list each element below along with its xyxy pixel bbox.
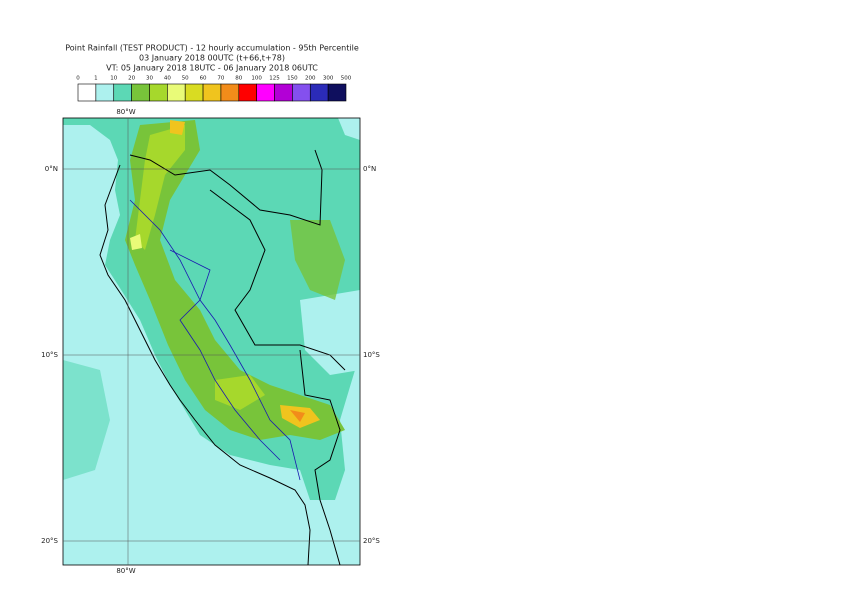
- legend: 0 1 10 20 30 40 50 60 70 80 100 125 150 200 300 500: [76, 76, 352, 102]
- lat-label: 0°N: [45, 165, 58, 173]
- legend-label: 10: [110, 76, 117, 82]
- legend-swatch: [167, 83, 186, 102]
- title-line: Point Rainfall (TEST PRODUCT) - 12 hourl…: [65, 44, 359, 53]
- legend-swatch: [95, 83, 115, 102]
- lat-label: 10°S: [363, 351, 380, 359]
- legend-swatch: [309, 83, 329, 102]
- lon-label: 80°W: [116, 567, 135, 575]
- map-frame: [62, 117, 361, 566]
- legend-label: 100: [251, 76, 262, 82]
- legend-label: 300: [323, 76, 334, 82]
- legend-swatch: [220, 83, 240, 102]
- legend-swatch: [202, 83, 222, 102]
- legend-label: 20: [128, 76, 135, 82]
- legend-swatch: [184, 83, 204, 102]
- legend-swatch: [113, 83, 132, 102]
- legend-label: 60: [200, 76, 207, 82]
- lat-label: 20°S: [41, 537, 58, 545]
- legend-swatch: [77, 83, 97, 102]
- legend-swatch: [274, 83, 293, 102]
- legend-swatch: [238, 83, 257, 102]
- legend-swatch: [131, 83, 150, 102]
- legend-label: 0: [76, 76, 80, 82]
- lat-label: 10°S: [41, 351, 58, 359]
- legend-label: 125: [269, 76, 280, 82]
- lat-label: 0°N: [363, 165, 376, 173]
- legend-swatch: [149, 83, 168, 102]
- lon-label: 80°W: [116, 108, 135, 116]
- legend-label: 50: [182, 76, 189, 82]
- legend-swatch: [327, 83, 347, 102]
- title-line: 03 January 2018 00UTC (t+66,t+78): [139, 54, 285, 63]
- title-line: VT: 05 January 2018 18UTC - 06 January 2…: [106, 64, 318, 73]
- legend-label: 500: [341, 76, 352, 82]
- legend-label: 70: [217, 76, 224, 82]
- legend-label: 1: [94, 76, 98, 82]
- legend-label: 150: [287, 76, 298, 82]
- legend-label: 30: [146, 76, 153, 82]
- legend-label: 40: [164, 76, 171, 82]
- legend-label: 200: [305, 76, 316, 82]
- map: [63, 118, 360, 565]
- legend-swatch: [292, 83, 311, 102]
- legend-swatch: [256, 83, 275, 102]
- legend-label: 80: [235, 76, 242, 82]
- lat-label: 20°S: [363, 537, 380, 545]
